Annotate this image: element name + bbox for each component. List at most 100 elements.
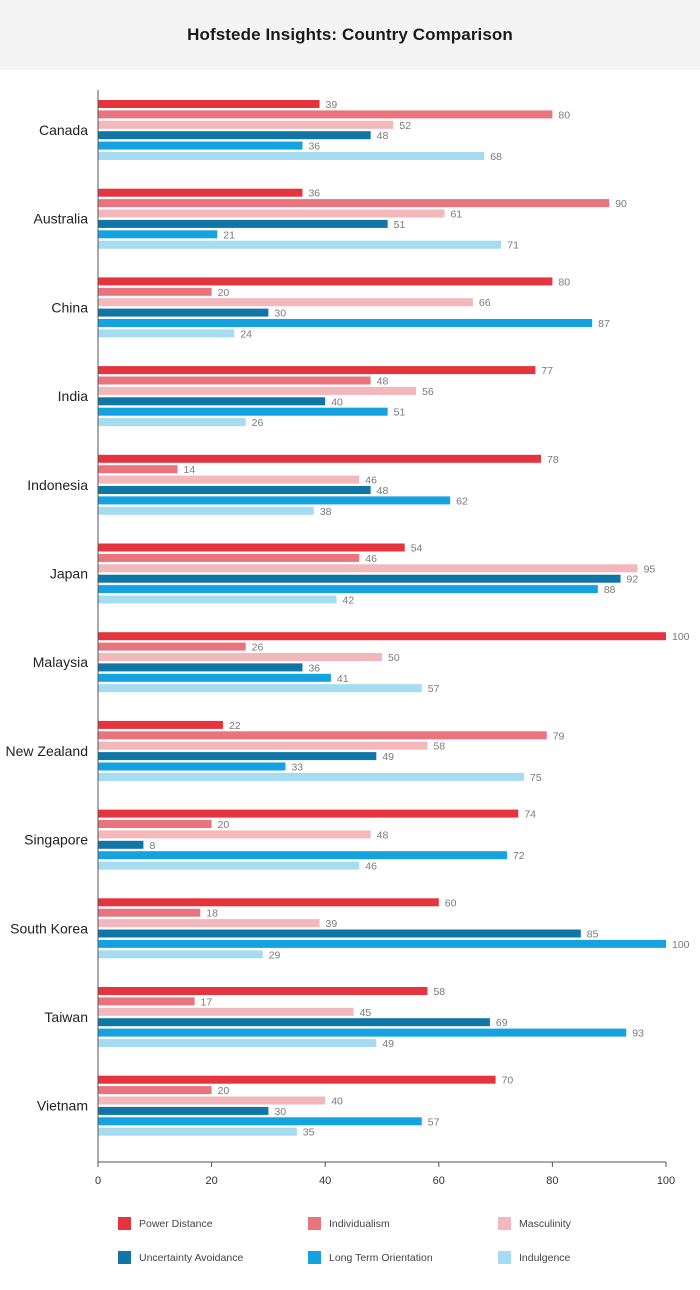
legend-swatch xyxy=(498,1217,511,1230)
category-label: Singapore xyxy=(24,832,88,848)
category-label: Taiwan xyxy=(44,1009,88,1025)
data-label: 49 xyxy=(382,1038,394,1050)
bar xyxy=(98,820,212,828)
legend-swatch xyxy=(498,1251,511,1264)
bar xyxy=(98,308,269,317)
bar xyxy=(98,100,320,108)
data-label: 46 xyxy=(365,861,377,873)
bar xyxy=(98,543,405,552)
data-label: 56 xyxy=(422,386,434,398)
bar xyxy=(98,209,445,218)
data-label: 35 xyxy=(303,1127,315,1139)
data-label: 18 xyxy=(206,908,218,920)
bar xyxy=(98,475,360,484)
legend-swatch xyxy=(118,1217,131,1230)
data-label: 69 xyxy=(496,1017,508,1029)
data-label: 62 xyxy=(456,495,468,507)
bar xyxy=(98,574,621,583)
data-label: 40 xyxy=(331,1096,343,1108)
data-label: 87 xyxy=(598,318,610,330)
data-label: 61 xyxy=(450,209,462,221)
category-label: New Zealand xyxy=(6,743,89,759)
bar xyxy=(98,141,303,150)
data-label: 46 xyxy=(365,553,377,565)
data-label: 20 xyxy=(218,819,230,831)
data-label: 54 xyxy=(411,543,423,555)
category-label: South Korea xyxy=(10,920,88,936)
bar xyxy=(98,287,212,296)
bar xyxy=(98,319,593,327)
bar xyxy=(98,418,246,427)
data-label: 36 xyxy=(308,662,320,674)
category-label: India xyxy=(58,388,89,404)
data-label: 57 xyxy=(428,683,440,695)
bar xyxy=(98,199,610,208)
bar xyxy=(98,1075,496,1084)
data-label: 66 xyxy=(479,297,491,309)
data-label: 90 xyxy=(615,198,627,210)
x-tick-label: 80 xyxy=(546,1175,558,1187)
bar xyxy=(98,230,218,239)
bar xyxy=(98,1127,297,1136)
bar xyxy=(98,120,394,129)
bar xyxy=(98,188,303,197)
bar xyxy=(98,386,417,395)
data-label: 48 xyxy=(377,376,389,388)
data-label: 40 xyxy=(331,396,343,408)
category-label: Canada xyxy=(39,122,88,138)
data-label: 22 xyxy=(229,720,241,732)
data-label: 92 xyxy=(627,574,639,586)
data-label: 51 xyxy=(394,407,406,419)
bar xyxy=(98,277,553,286)
category-label: Indonesia xyxy=(27,477,88,493)
data-label: 68 xyxy=(490,151,502,163)
bar xyxy=(98,1086,212,1095)
data-label: 30 xyxy=(274,308,286,320)
bar xyxy=(98,1018,490,1027)
bar xyxy=(98,673,331,682)
bar xyxy=(98,397,326,406)
bar xyxy=(98,564,638,573)
bar xyxy=(98,898,439,907)
legend-swatch xyxy=(308,1217,321,1230)
data-label: 48 xyxy=(377,829,389,841)
bar xyxy=(98,366,536,375)
data-label: 95 xyxy=(644,563,656,575)
bar xyxy=(98,152,485,160)
legend-label: Power Distance xyxy=(139,1218,213,1230)
bar xyxy=(98,1117,422,1126)
data-label: 30 xyxy=(274,1106,286,1118)
bar xyxy=(98,720,223,729)
data-label: 21 xyxy=(223,229,235,241)
data-label: 33 xyxy=(291,762,303,774)
data-label: 78 xyxy=(547,454,559,466)
bar xyxy=(98,506,314,515)
bar-chart: Canada398052483668Australia369061512171C… xyxy=(6,90,690,1264)
bar xyxy=(98,595,337,604)
data-label: 39 xyxy=(326,99,338,111)
bar xyxy=(98,407,388,416)
legend-swatch xyxy=(118,1251,131,1264)
bar xyxy=(98,131,371,140)
bar xyxy=(98,772,524,781)
bar xyxy=(98,663,303,672)
bar xyxy=(98,1096,326,1105)
bar xyxy=(98,840,144,849)
data-label: 41 xyxy=(337,673,349,685)
bar xyxy=(98,329,235,338)
data-label: 70 xyxy=(502,1075,514,1087)
data-label: 49 xyxy=(382,751,394,763)
data-label: 77 xyxy=(541,365,553,377)
data-label: 26 xyxy=(252,417,264,429)
x-tick-label: 0 xyxy=(95,1175,101,1187)
category-label: Vietnam xyxy=(37,1098,88,1114)
bar xyxy=(98,684,422,693)
bar xyxy=(98,653,382,661)
data-label: 58 xyxy=(433,986,445,998)
data-label: 14 xyxy=(184,464,196,476)
data-label: 36 xyxy=(308,141,320,153)
x-tick-label: 60 xyxy=(433,1175,445,1187)
bar xyxy=(98,809,519,818)
bar xyxy=(98,987,428,995)
data-label: 46 xyxy=(365,475,377,487)
